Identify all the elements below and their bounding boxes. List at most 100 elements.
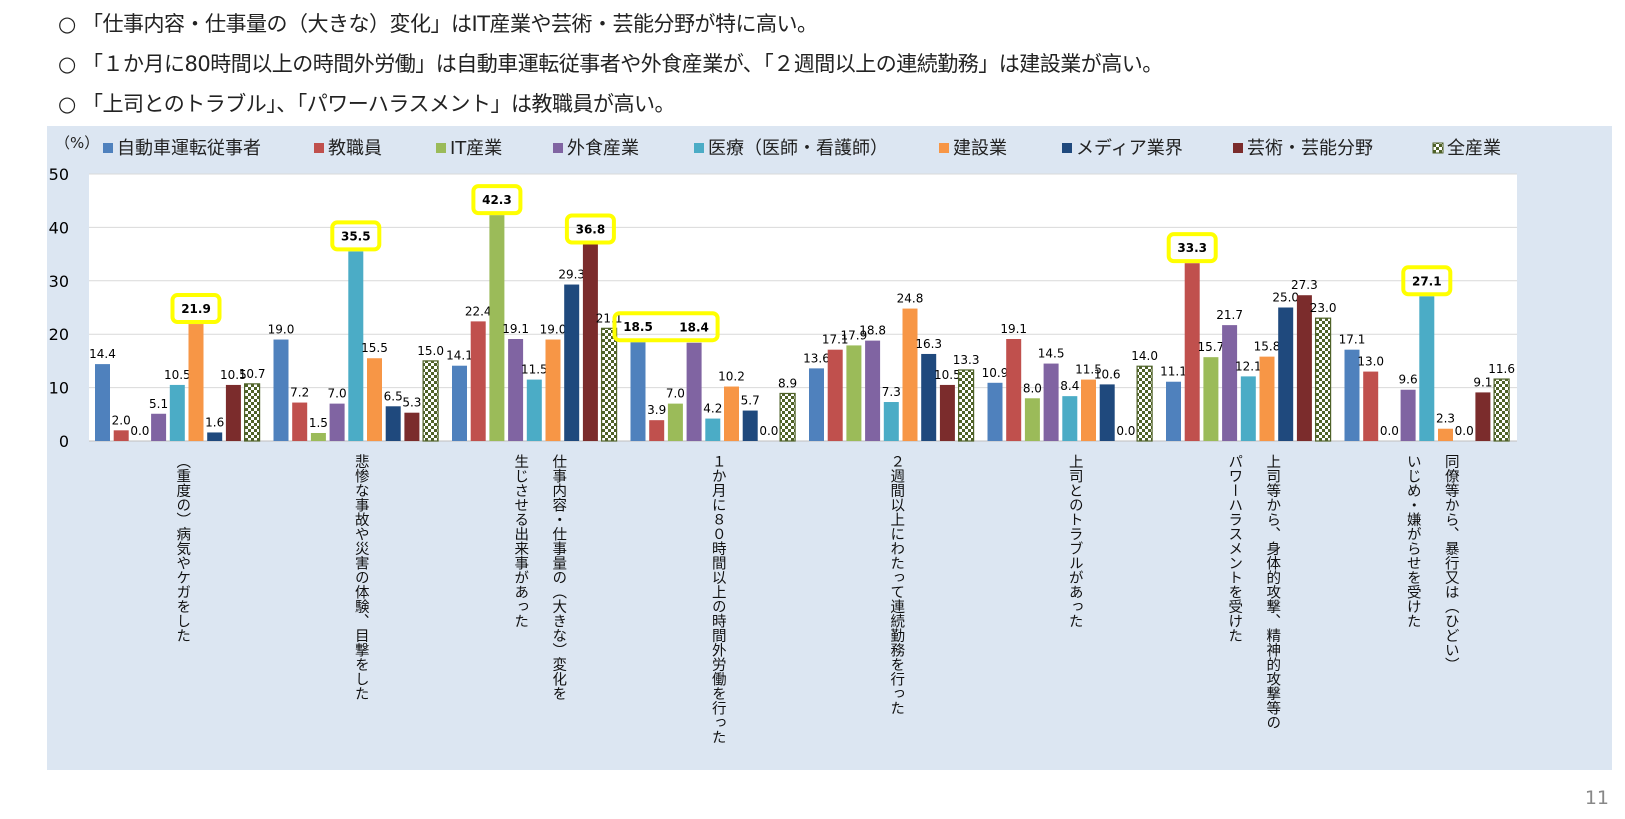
y-tick-label: 10: [49, 379, 69, 398]
data-label: 22.4: [465, 304, 492, 318]
highlight-box: [564, 213, 616, 245]
data-label: 25.0: [1272, 291, 1299, 305]
legend-swatch: [1062, 143, 1072, 153]
bar: [1493, 378, 1510, 442]
chart-panel: 0 10 20 30 40 50 （%） 自動車運転従事者 教職員 IT産業 外食産業 医療（医師・看…: [47, 126, 1612, 770]
legend-swatch: [1233, 143, 1243, 153]
data-label: 3.9: [647, 403, 666, 417]
data-label: 2.0: [112, 413, 131, 427]
data-label: 19.1: [1000, 322, 1027, 336]
data-label: 13.3: [953, 353, 980, 367]
legend-label: 自動車運転従事者: [117, 138, 261, 159]
legend-item: 全産業: [1432, 138, 1501, 159]
bar: [207, 432, 223, 441]
data-label: 4.2: [703, 402, 722, 416]
bar: [489, 215, 505, 441]
legend-label: 外食産業: [567, 138, 639, 159]
y-tick-label: 20: [49, 325, 69, 344]
bar: [1438, 428, 1453, 441]
bar: [367, 358, 382, 441]
data-label: 11.5: [1075, 363, 1102, 377]
data-label: 18.4: [679, 321, 709, 335]
legend-label: IT産業: [450, 138, 502, 159]
data-label: 10.5: [934, 368, 961, 382]
bullet-item: ○ 「仕事内容・仕事量の（大きな）変化」はIT産業や芸術・芸能分野が特に高い。: [58, 4, 1163, 44]
legend-swatch: [553, 143, 563, 153]
bar: [987, 382, 1003, 441]
data-label: 2.3: [1436, 412, 1455, 426]
category-label: 仕事内容・仕事量の（大きな）変化を 生じさせる出来事があった: [512, 454, 566, 701]
data-label: 8.0: [1023, 381, 1042, 395]
bar: [1081, 379, 1096, 441]
data-label: 1.5: [309, 416, 328, 430]
data-label: 35.5: [341, 229, 371, 243]
bar: [225, 384, 241, 441]
data-label: 10.5: [220, 368, 247, 382]
bar: [188, 324, 204, 441]
bar: [452, 365, 467, 441]
data-label: 16.3: [915, 337, 942, 351]
bar: [348, 251, 364, 441]
y-unit-label: （%）: [55, 134, 99, 152]
data-label: 8.4: [1060, 379, 1079, 393]
data-label: 33.3: [1177, 241, 1207, 255]
category-label-line: 生じさせる出来事があった: [512, 454, 528, 629]
bar: [329, 403, 345, 441]
legend-swatch: [314, 143, 324, 153]
category-label: 上司等から、身体的攻撃、精神的攻撃等の パワーハラスメントを受けた: [1226, 454, 1280, 730]
data-label: 14.5: [1038, 347, 1065, 361]
data-label: 23.0: [1310, 301, 1337, 315]
data-label: 27.3: [1291, 278, 1318, 292]
data-label: 12.1: [1235, 359, 1262, 373]
category-label-line: 同僚等から、暴行又は（ひどい）: [1443, 454, 1459, 672]
data-label: 18.5: [623, 320, 653, 334]
bar: [244, 383, 261, 442]
data-label: 14.0: [1131, 349, 1158, 363]
bar: [310, 432, 326, 441]
category-label-line: 仕事内容・仕事量の（大きな）変化を: [550, 454, 566, 701]
category-label: ２週間以上にわたって連続勤務を行った: [888, 454, 904, 715]
bar: [957, 369, 975, 442]
data-label: 21.7: [1216, 308, 1243, 322]
legend-label: 建設業: [953, 138, 1007, 159]
data-label: 17.1: [1339, 333, 1366, 347]
bullet-mark: ○: [58, 92, 76, 116]
bar: [865, 340, 881, 441]
data-label: 14.4: [89, 347, 116, 361]
bar: [404, 412, 420, 441]
bullet-item: ○ 「１か月に80時間以上の時間外労働」は自動車運転従事者や外食産業が、「２週間以…: [58, 44, 1163, 84]
bar: [470, 321, 486, 441]
bar: [273, 339, 289, 441]
bullet-text: 「仕事内容・仕事量の（大きな）変化」はIT産業や芸術・芸能分野が特に高い。: [82, 12, 818, 36]
legend-label: 医療（医師・看護師）: [708, 138, 888, 159]
category-label-line: いじめ・嫌がらせを受けた: [1405, 454, 1421, 628]
data-label: 36.8: [576, 222, 606, 236]
category-label: （重度の）病気やケガをした: [174, 454, 190, 643]
legend-label: 教職員: [328, 138, 382, 159]
legend-item: 建設業: [939, 138, 1007, 159]
bar: [902, 308, 918, 441]
bar: [667, 403, 683, 441]
data-label: 8.9: [778, 376, 797, 390]
data-label: 10.2: [718, 370, 745, 384]
data-label: 9.1: [1473, 375, 1492, 389]
bar: [95, 364, 110, 441]
data-label: 14.1: [446, 349, 473, 363]
data-label: 1.6: [205, 415, 224, 429]
bar: [1400, 389, 1416, 441]
data-label: 7.0: [666, 387, 685, 401]
bar: [1296, 295, 1312, 441]
bar: [564, 284, 580, 441]
data-label: 10.5: [164, 368, 191, 382]
category-label: 悲惨な事故や災害の体験、目撃をした: [353, 454, 369, 701]
bar: [779, 392, 796, 442]
bar: [1062, 396, 1078, 441]
y-tick-label: 30: [49, 272, 69, 291]
y-tick-label: 50: [49, 165, 69, 184]
data-label: 10.7: [239, 367, 266, 381]
highlight-box: [612, 311, 720, 343]
category-label: １か月に８０時間以上の時間外労働を行った: [710, 454, 726, 744]
bar: [939, 384, 955, 441]
data-label: 21.9: [181, 302, 211, 316]
data-label: 11.6: [1488, 362, 1515, 376]
